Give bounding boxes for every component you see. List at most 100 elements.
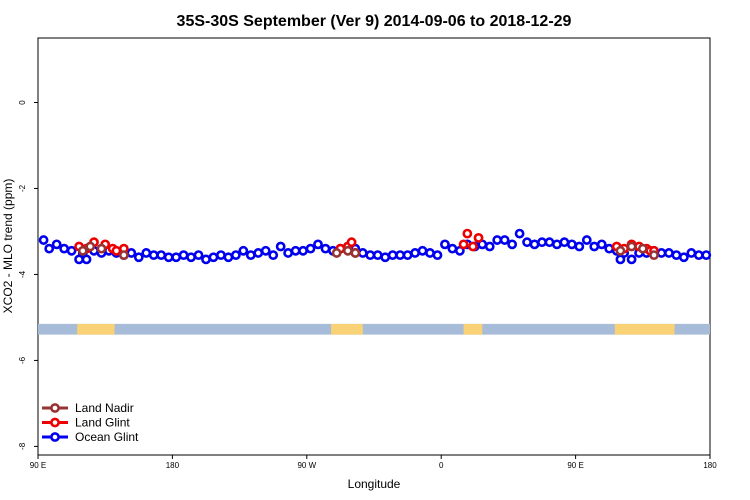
ocean-glint-point <box>596 239 607 250</box>
land-glint-point <box>458 239 469 250</box>
ocean-glint-point <box>514 228 525 239</box>
legend-marker <box>50 432 60 442</box>
ocean-glint-point <box>522 237 532 248</box>
ocean-glint-point <box>357 248 368 258</box>
ocean-glint-point <box>656 248 667 258</box>
ocean-glint-point <box>133 252 144 263</box>
ocean-glint-point <box>268 250 279 260</box>
ocean-glint-point <box>425 248 435 258</box>
ocean-glint-point <box>552 239 562 250</box>
ocean-glint-point <box>589 241 600 252</box>
ocean-glint-point <box>507 239 518 250</box>
ocean-glint-point <box>559 237 570 248</box>
ocean-glint-point <box>230 250 241 260</box>
land-glint-point <box>111 245 122 256</box>
ocean-glint-point <box>245 250 256 260</box>
land-ocean-mask <box>38 323 710 335</box>
y-tick-label: -2 <box>18 184 27 192</box>
ocean-glint-point <box>163 252 174 263</box>
ocean-glint-point <box>544 237 555 248</box>
land-nadir-series <box>77 241 659 260</box>
ocean-glint-point <box>141 248 152 258</box>
land-nadir-point <box>96 243 107 254</box>
ocean-glint-point <box>283 248 294 258</box>
ocean-glint-point <box>59 243 70 254</box>
plot-frame <box>37 37 711 456</box>
ocean-glint-point <box>529 239 540 250</box>
x-axis-title: Longitude <box>348 477 401 491</box>
ocean-glint-point <box>238 245 249 256</box>
legend-marker <box>50 417 60 428</box>
land-segment <box>463 323 483 335</box>
legend-label: Ocean Glint <box>75 430 139 444</box>
ocean-glint-point <box>365 250 376 260</box>
ocean-glint-point <box>208 252 219 263</box>
x-tick-label: 180 <box>703 461 717 470</box>
legend-label: Land Nadir <box>75 401 134 415</box>
ocean-glint-point <box>566 239 577 250</box>
ocean-glint-point <box>693 250 704 260</box>
land-nadir-point <box>637 243 648 254</box>
ocean-glint-point <box>148 250 159 260</box>
land-nadir-point <box>649 250 659 260</box>
ocean-glint-point <box>44 243 55 254</box>
x-tick-label: 0 <box>439 461 444 470</box>
land-nadir-point <box>118 250 129 260</box>
land-segment <box>614 323 675 335</box>
ocean-glint-point <box>216 250 226 260</box>
y-tick-label: -6 <box>18 356 27 364</box>
land-nadir-point <box>626 241 637 252</box>
land-glint-point <box>473 233 484 243</box>
ocean-glint-point <box>626 254 637 265</box>
ocean-glint-point <box>671 250 682 260</box>
ocean-glint-point <box>275 241 286 252</box>
ocean-glint-point <box>537 237 547 248</box>
y-tick-label: 0 <box>18 100 27 105</box>
chart-title: 35S-30S September (Ver 9) 2014-09-06 to … <box>177 13 572 30</box>
ocean-glint-point <box>372 250 383 260</box>
ocean-glint-point <box>701 250 712 260</box>
land-nadir-point <box>331 248 342 258</box>
ocean-glint-point <box>126 248 137 258</box>
ocean-glint-point <box>186 252 196 263</box>
ocean-glint-point <box>380 252 391 263</box>
legend-entry: Land Glint <box>42 416 130 430</box>
x-tick-label: 90 E <box>30 461 46 470</box>
y-axis: 0 -2 -4 -6 -8 <box>18 100 38 450</box>
ocean-glint-point <box>38 235 49 245</box>
ocean-glint-point <box>290 245 301 256</box>
x-tick-label: 90 E <box>567 461 583 470</box>
ocean-glint-point <box>320 243 331 254</box>
land-nadir-point <box>342 245 353 256</box>
ocean-glint-point <box>432 250 443 260</box>
ocean-glint-point <box>178 250 189 260</box>
land-segment <box>331 323 363 335</box>
ocean-glint-point <box>417 245 428 256</box>
ocean-glint-point <box>51 239 62 250</box>
legend-marker <box>50 403 60 413</box>
land-nadir-point <box>350 248 361 258</box>
ocean-glint-point <box>499 235 510 245</box>
ocean-glint-point <box>223 252 234 263</box>
x-tick-label: 90 W <box>297 461 316 470</box>
ocean-glint-point <box>395 250 406 260</box>
legend-entry: Land Nadir <box>42 401 134 415</box>
ocean-glint-point <box>156 250 167 260</box>
x-axis: 90 E 180 90 W 0 90 E 180 <box>30 455 717 470</box>
ocean-glint-point <box>447 243 458 254</box>
ocean-glint-point <box>484 241 495 252</box>
legend-entry: Ocean Glint <box>42 430 139 444</box>
ocean-glint-point <box>313 239 323 250</box>
ocean-glint-point <box>604 243 615 254</box>
land-nadir-point <box>77 245 88 256</box>
ocean-glint-point <box>402 250 413 260</box>
ocean-glint-point <box>664 248 674 258</box>
ocean-glint-point <box>581 235 592 245</box>
ocean-glint-point <box>492 235 503 245</box>
ocean-glint-point <box>305 243 316 254</box>
x-tick-label: 180 <box>166 461 180 470</box>
land-nadir-point <box>85 241 96 252</box>
ocean-glint-point <box>298 245 308 256</box>
y-tick-label: -4 <box>18 270 27 278</box>
